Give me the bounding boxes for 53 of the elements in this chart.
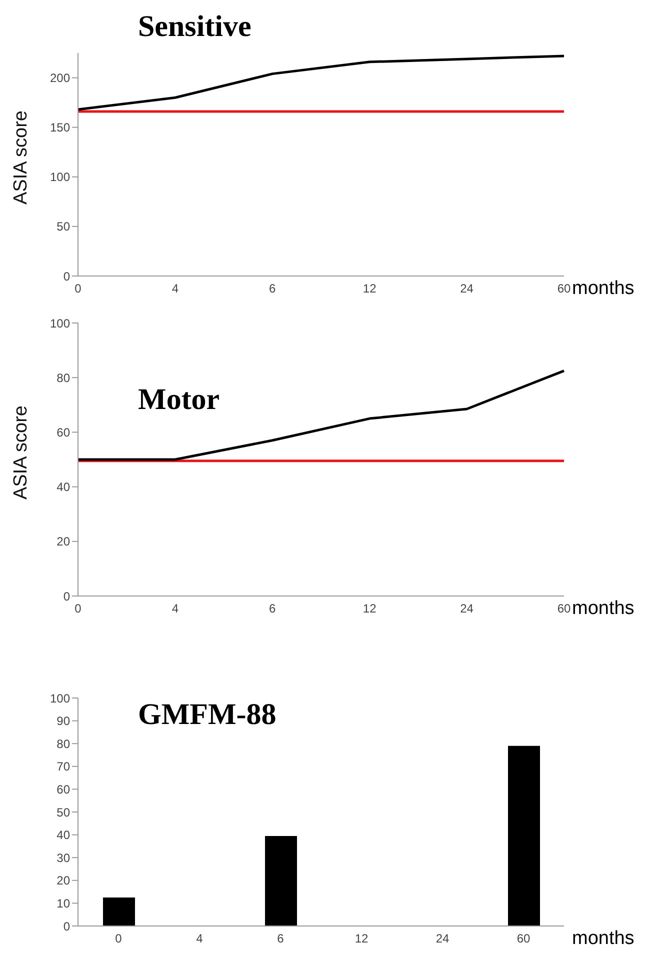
y-tick-label: 40: [56, 828, 70, 842]
y-tick-label: 90: [56, 714, 70, 728]
x-tick-label: 12: [362, 602, 377, 616]
x-axis-title: months: [572, 928, 634, 950]
x-tick-label: 0: [74, 282, 82, 296]
y-tick-label: 20: [56, 534, 70, 549]
line-series: [76, 54, 566, 111]
y-tick-label: 80: [56, 736, 70, 751]
y-tick-label: 50: [56, 220, 70, 234]
y-axis-title: ASIA score: [10, 406, 32, 500]
x-tick-label: 6: [277, 932, 284, 946]
x-tick-label: 24: [460, 282, 474, 296]
y-tick-label: 60: [56, 425, 70, 440]
y-tick-label: 20: [56, 874, 70, 888]
y-tick-label: 50: [56, 805, 70, 820]
y-tick-label: 200: [50, 71, 70, 86]
x-tick-label: 4: [196, 932, 204, 946]
x-tick-label: 0: [115, 932, 122, 946]
y-tick-label: 0: [63, 269, 70, 284]
x-tick-label: 24: [460, 602, 474, 616]
x-tick-label: 6: [269, 282, 276, 296]
y-tick-label: 30: [56, 850, 70, 865]
y-tick-label: 10: [56, 896, 70, 910]
line-series: [76, 370, 566, 461]
x-tick-label: 12: [362, 282, 377, 296]
y-axis-title: ASIA score: [10, 110, 32, 204]
x-axis-title: months: [572, 278, 634, 300]
y-tick-label: 0: [63, 589, 70, 604]
x-tick-label: 6: [269, 602, 276, 616]
y-tick-label: 40: [56, 480, 70, 494]
x-tick-label: 60: [557, 282, 571, 296]
chart-title: Sensitive: [138, 10, 252, 44]
y-tick-label: 100: [50, 691, 70, 706]
chart-title: GMFM-88: [138, 698, 276, 732]
y-tick-label: 100: [50, 170, 70, 184]
x-tick-label: 24: [436, 932, 450, 946]
y-tick-label: 60: [56, 782, 70, 796]
y-tick-label: 80: [56, 370, 70, 385]
x-tick-label: 60: [516, 932, 530, 946]
text: Motor: [138, 383, 220, 417]
bar: [265, 836, 297, 926]
x-axis-title: months: [572, 598, 634, 620]
x-tick-label: 12: [354, 932, 368, 946]
y-tick-label: 0: [63, 919, 70, 934]
y-tick-label: 150: [50, 120, 70, 135]
bar: [103, 898, 135, 926]
x-tick-label: 60: [557, 602, 571, 616]
y-tick-label: 100: [50, 316, 70, 330]
y-tick-label: 70: [56, 760, 70, 774]
bar: [508, 746, 540, 926]
x-tick-label: 4: [172, 602, 179, 616]
x-tick-label: 0: [74, 602, 82, 616]
x-tick-label: 4: [172, 282, 179, 296]
